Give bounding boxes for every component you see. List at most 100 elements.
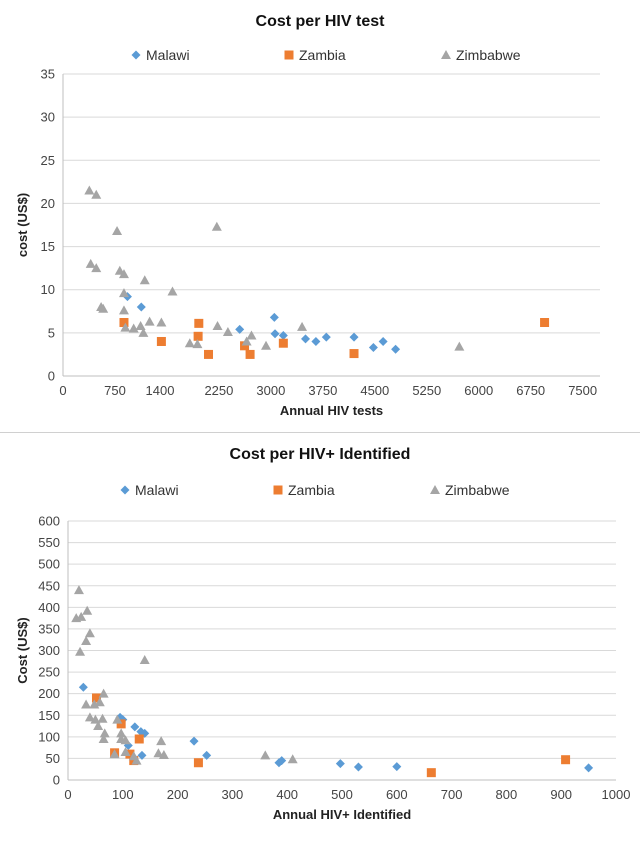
point-zimbabwe bbox=[120, 735, 131, 745]
point-zimbabwe bbox=[120, 746, 131, 756]
point-zimbabwe bbox=[261, 340, 272, 350]
x-tick-label: 100 bbox=[112, 787, 134, 802]
x-tick-label: 700 bbox=[441, 787, 463, 802]
point-zambia bbox=[194, 318, 204, 328]
point-malawi bbox=[392, 762, 402, 772]
point-malawi bbox=[130, 722, 140, 732]
point-zambia bbox=[193, 331, 203, 341]
point-zimbabwe bbox=[81, 699, 92, 709]
y-tick-label: 50 bbox=[46, 751, 60, 766]
legend-label-zimbabwe: Zimbabwe bbox=[456, 47, 521, 63]
x-tick-label: 500 bbox=[331, 787, 353, 802]
y-tick-label: 100 bbox=[38, 729, 60, 744]
point-malawi bbox=[189, 736, 199, 746]
point-zimbabwe bbox=[139, 275, 150, 285]
y-tick-label: 0 bbox=[48, 369, 55, 384]
y-tick-label: 500 bbox=[38, 557, 60, 572]
point-zambia bbox=[91, 693, 101, 703]
y-tick-label: 200 bbox=[38, 686, 60, 701]
x-tick-label: 0 bbox=[64, 787, 71, 802]
x-tick-label: 200 bbox=[167, 787, 189, 802]
y-tick-label: 550 bbox=[38, 535, 60, 550]
point-zimbabwe bbox=[184, 338, 195, 348]
y-tick-label: 0 bbox=[53, 773, 60, 788]
legend-marker-zimbabwe bbox=[430, 485, 440, 494]
point-malawi bbox=[353, 762, 363, 772]
legend: Malawi Zambia Zimbabwe bbox=[131, 47, 521, 63]
y-axis-label: cost (US$) bbox=[15, 193, 30, 257]
point-zimbabwe bbox=[118, 305, 129, 315]
point-malawi bbox=[278, 330, 288, 340]
legend: Malawi Zambia Zimbabwe bbox=[120, 482, 510, 498]
point-zambia bbox=[156, 336, 166, 346]
point-zimbabwe bbox=[192, 339, 203, 349]
y-tick-label: 300 bbox=[38, 643, 60, 658]
point-zambia bbox=[245, 349, 255, 359]
point-zimbabwe bbox=[156, 317, 167, 327]
scatter-chart-cost-per-test: Cost per HIV test Malawi Zambia Zimbabwe 0 5 1… bbox=[15, 13, 600, 418]
point-zimbabwe bbox=[211, 221, 222, 231]
point-zimbabwe bbox=[167, 286, 178, 296]
point-malawi bbox=[235, 324, 245, 334]
y-tick-label: 400 bbox=[38, 600, 60, 615]
x-tick-label: 300 bbox=[222, 787, 244, 802]
point-zambia bbox=[278, 338, 288, 348]
x-axis-label: Annual HIV+ Identified bbox=[273, 807, 411, 822]
point-malawi bbox=[391, 344, 401, 354]
x-tick-label: 6000 bbox=[464, 383, 493, 398]
point-malawi bbox=[269, 312, 279, 322]
legend-label-malawi: Malawi bbox=[146, 47, 190, 63]
point-zimbabwe bbox=[222, 326, 233, 336]
point-malawi bbox=[301, 334, 311, 344]
x-tick-label: 0 bbox=[59, 383, 66, 398]
point-zimbabwe bbox=[144, 316, 155, 326]
legend-label-zimbabwe: Zimbabwe bbox=[445, 482, 510, 498]
legend-label-zambia: Zambia bbox=[288, 482, 335, 498]
x-tick-label: 3750 bbox=[308, 383, 337, 398]
x-tick-label: 1400 bbox=[146, 383, 175, 398]
point-malawi bbox=[584, 763, 594, 773]
point-zambia bbox=[349, 349, 359, 359]
point-zimbabwe bbox=[260, 750, 271, 760]
legend-label-zambia: Zambia bbox=[299, 47, 346, 63]
scatter-chart-cost-per-positive: Cost per HIV+ Identified Malawi Zambia Zimb… bbox=[15, 446, 631, 822]
y-tick-label: 150 bbox=[38, 708, 60, 723]
point-zambia bbox=[125, 749, 135, 759]
point-zimbabwe bbox=[153, 748, 164, 758]
point-zimbabwe bbox=[81, 636, 92, 646]
point-zambia bbox=[561, 755, 571, 765]
x-tick-label: 2250 bbox=[204, 383, 233, 398]
legend-marker-malawi bbox=[131, 50, 141, 60]
x-tick-label: 4500 bbox=[360, 383, 389, 398]
y-tick-label: 5 bbox=[48, 325, 55, 340]
point-zimbabwe bbox=[93, 721, 104, 731]
point-malawi bbox=[349, 332, 359, 342]
point-malawi bbox=[270, 329, 280, 339]
point-zimbabwe bbox=[241, 336, 252, 346]
point-zimbabwe bbox=[158, 749, 169, 759]
x-tick-label: 400 bbox=[276, 787, 298, 802]
point-zimbabwe bbox=[454, 341, 465, 351]
point-zimbabwe bbox=[120, 322, 131, 332]
point-zimbabwe bbox=[138, 327, 149, 337]
point-zimbabwe bbox=[139, 654, 150, 664]
point-malawi bbox=[321, 332, 331, 342]
point-zimbabwe bbox=[112, 714, 123, 724]
x-tick-label: 900 bbox=[550, 787, 572, 802]
point-zimbabwe bbox=[85, 258, 96, 268]
chart-panel-cost-per-test: Cost per HIV test Malawi Zambia Zimbabwe 0 5 1… bbox=[15, 13, 600, 418]
chart-title: Cost per HIV test bbox=[256, 13, 386, 30]
point-zambia bbox=[240, 341, 250, 351]
point-malawi bbox=[78, 682, 88, 692]
x-tick-label: 1000 bbox=[602, 787, 631, 802]
point-malawi bbox=[378, 336, 388, 346]
y-tick-label: 15 bbox=[41, 239, 55, 254]
y-tick-label: 25 bbox=[41, 153, 55, 168]
x-tick-label: 600 bbox=[386, 787, 408, 802]
point-zimbabwe bbox=[297, 321, 308, 331]
point-zambia bbox=[204, 349, 214, 359]
point-zimbabwe bbox=[75, 646, 86, 656]
x-axis-label: Annual HIV tests bbox=[280, 403, 383, 418]
point-zimbabwe bbox=[98, 733, 109, 743]
point-zambia bbox=[193, 758, 203, 768]
